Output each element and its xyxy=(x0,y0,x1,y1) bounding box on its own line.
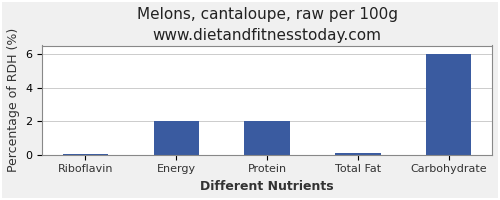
Y-axis label: Percentage of RDH (%): Percentage of RDH (%) xyxy=(7,28,20,172)
Bar xyxy=(244,121,290,155)
Bar xyxy=(63,154,108,155)
X-axis label: Different Nutrients: Different Nutrients xyxy=(200,180,334,193)
Bar xyxy=(336,153,380,155)
Bar xyxy=(426,54,472,155)
Title: Melons, cantaloupe, raw per 100g
www.dietandfitnesstoday.com: Melons, cantaloupe, raw per 100g www.die… xyxy=(136,7,398,43)
Bar xyxy=(154,121,199,155)
